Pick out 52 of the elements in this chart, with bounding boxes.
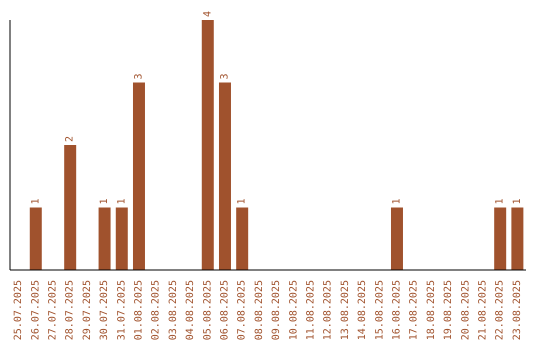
x-tick-label: 14.08.2025: [357, 280, 368, 340]
bar: [98, 208, 111, 270]
x-tick-label: 22.08.2025: [494, 280, 506, 340]
x-tick-label: 09.08.2025: [271, 280, 282, 340]
x-tick-label: 10.08.2025: [288, 280, 300, 340]
data-label: 1: [99, 198, 110, 204]
data-label: 1: [236, 198, 248, 204]
bar: [30, 208, 42, 270]
x-tick-label: 07.08.2025: [236, 280, 248, 340]
x-tick-label: 26.07.2025: [30, 280, 42, 340]
data-label: 2: [64, 136, 76, 142]
x-tick-label: 29.07.2025: [82, 280, 93, 340]
bar: [236, 208, 248, 270]
x-tick-label: 21.08.2025: [478, 280, 488, 340]
x-tick-label: 01.08.2025: [134, 280, 144, 340]
x-tick-label: 04.08.2025: [185, 280, 196, 340]
data-label: 1: [116, 198, 128, 204]
bar: [64, 145, 76, 270]
data-label: 1: [512, 198, 523, 204]
bar: [390, 208, 403, 270]
x-tick-label: 15.08.2025: [374, 280, 386, 340]
bar: [116, 208, 128, 270]
x-tick-label: 20.08.2025: [460, 280, 472, 340]
x-tick-label: 03.08.2025: [168, 280, 179, 340]
bar: [202, 20, 214, 270]
x-tick-label: 08.08.2025: [254, 280, 265, 340]
x-tick-label: 06.08.2025: [220, 280, 230, 340]
data-label: 1: [30, 198, 42, 204]
x-tick-label: 13.08.2025: [340, 280, 351, 340]
x-tick-label: 16.08.2025: [392, 280, 402, 340]
x-tick-label: 19.08.2025: [443, 280, 454, 340]
x-tick-label: 17.08.2025: [408, 280, 420, 340]
x-tick-label: 18.08.2025: [426, 280, 437, 340]
data-label: 1: [391, 198, 402, 204]
data-label: 3: [219, 73, 230, 80]
bar: [511, 208, 524, 270]
data-label: 1: [494, 198, 506, 204]
x-tick-label: 23.08.2025: [512, 280, 523, 340]
data-label: 3: [133, 73, 144, 80]
x-tick-label: 05.08.2025: [202, 280, 214, 340]
x-tick-label: 02.08.2025: [150, 280, 162, 340]
bar: [494, 208, 506, 270]
bar: [132, 82, 145, 270]
x-tick-label: 30.07.2025: [99, 280, 110, 340]
x-tick-label: 27.07.2025: [48, 280, 58, 340]
x-tick-label: 28.07.2025: [64, 280, 76, 340]
x-tick-label: 31.07.2025: [116, 280, 128, 340]
x-tick-label: 12.08.2025: [322, 280, 334, 340]
data-label: 4: [202, 10, 214, 17]
bar: [218, 82, 231, 270]
x-tick-label: 11.08.2025: [306, 280, 316, 340]
x-tick-label: 25.07.2025: [13, 280, 24, 340]
